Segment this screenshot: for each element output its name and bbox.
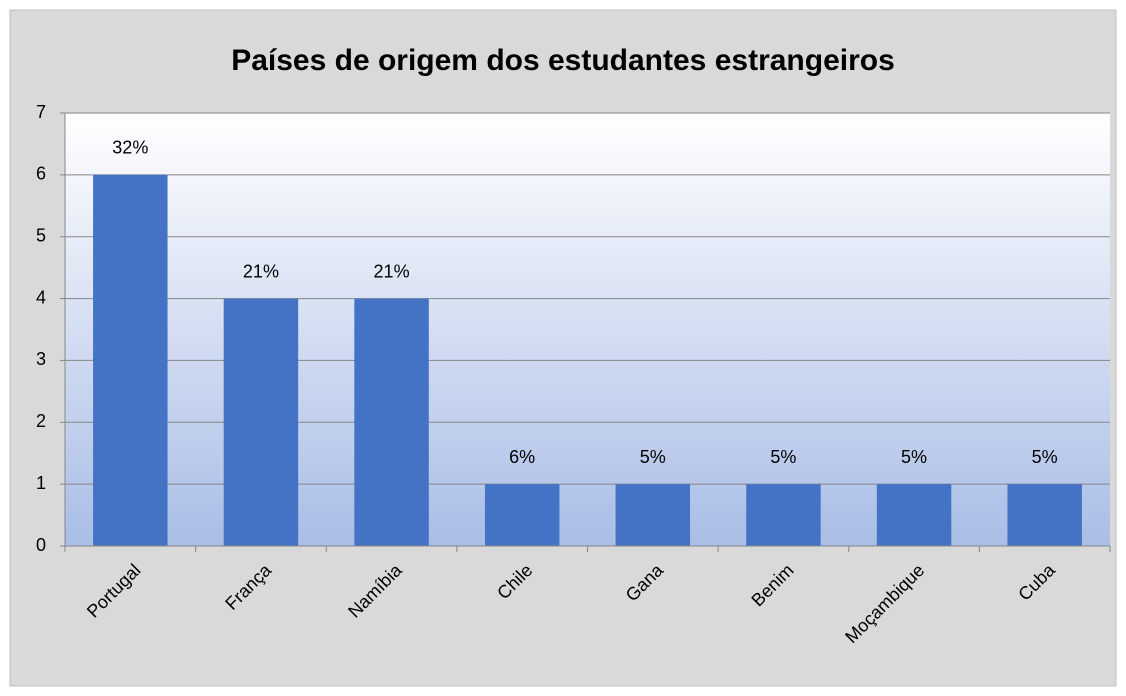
y-tick-label: 3 [36,349,46,369]
data-label: 21% [374,261,410,281]
data-label: 21% [243,261,279,281]
y-tick-label: 0 [36,535,46,555]
data-label: 5% [1032,447,1058,467]
bar [746,484,821,546]
y-tick-label: 7 [36,102,46,122]
y-tick-label: 6 [36,164,46,184]
data-label: 5% [770,447,796,467]
chart-title: Países de origem dos estudantes estrange… [231,44,895,77]
bar [876,484,952,546]
bar [354,298,429,546]
data-label: 6% [509,447,535,467]
data-label: 5% [640,447,666,467]
bar [1007,484,1082,546]
y-tick-label: 2 [36,411,46,431]
bar [93,174,168,546]
data-label: 5% [901,447,927,467]
data-label: 32% [112,138,148,158]
y-tick-label: 4 [36,287,46,307]
y-tick-label: 1 [36,473,46,493]
y-tick-label: 5 [36,225,46,245]
bar [615,484,691,546]
bar [484,484,560,546]
bar [223,298,299,546]
plot-area [65,113,1110,546]
